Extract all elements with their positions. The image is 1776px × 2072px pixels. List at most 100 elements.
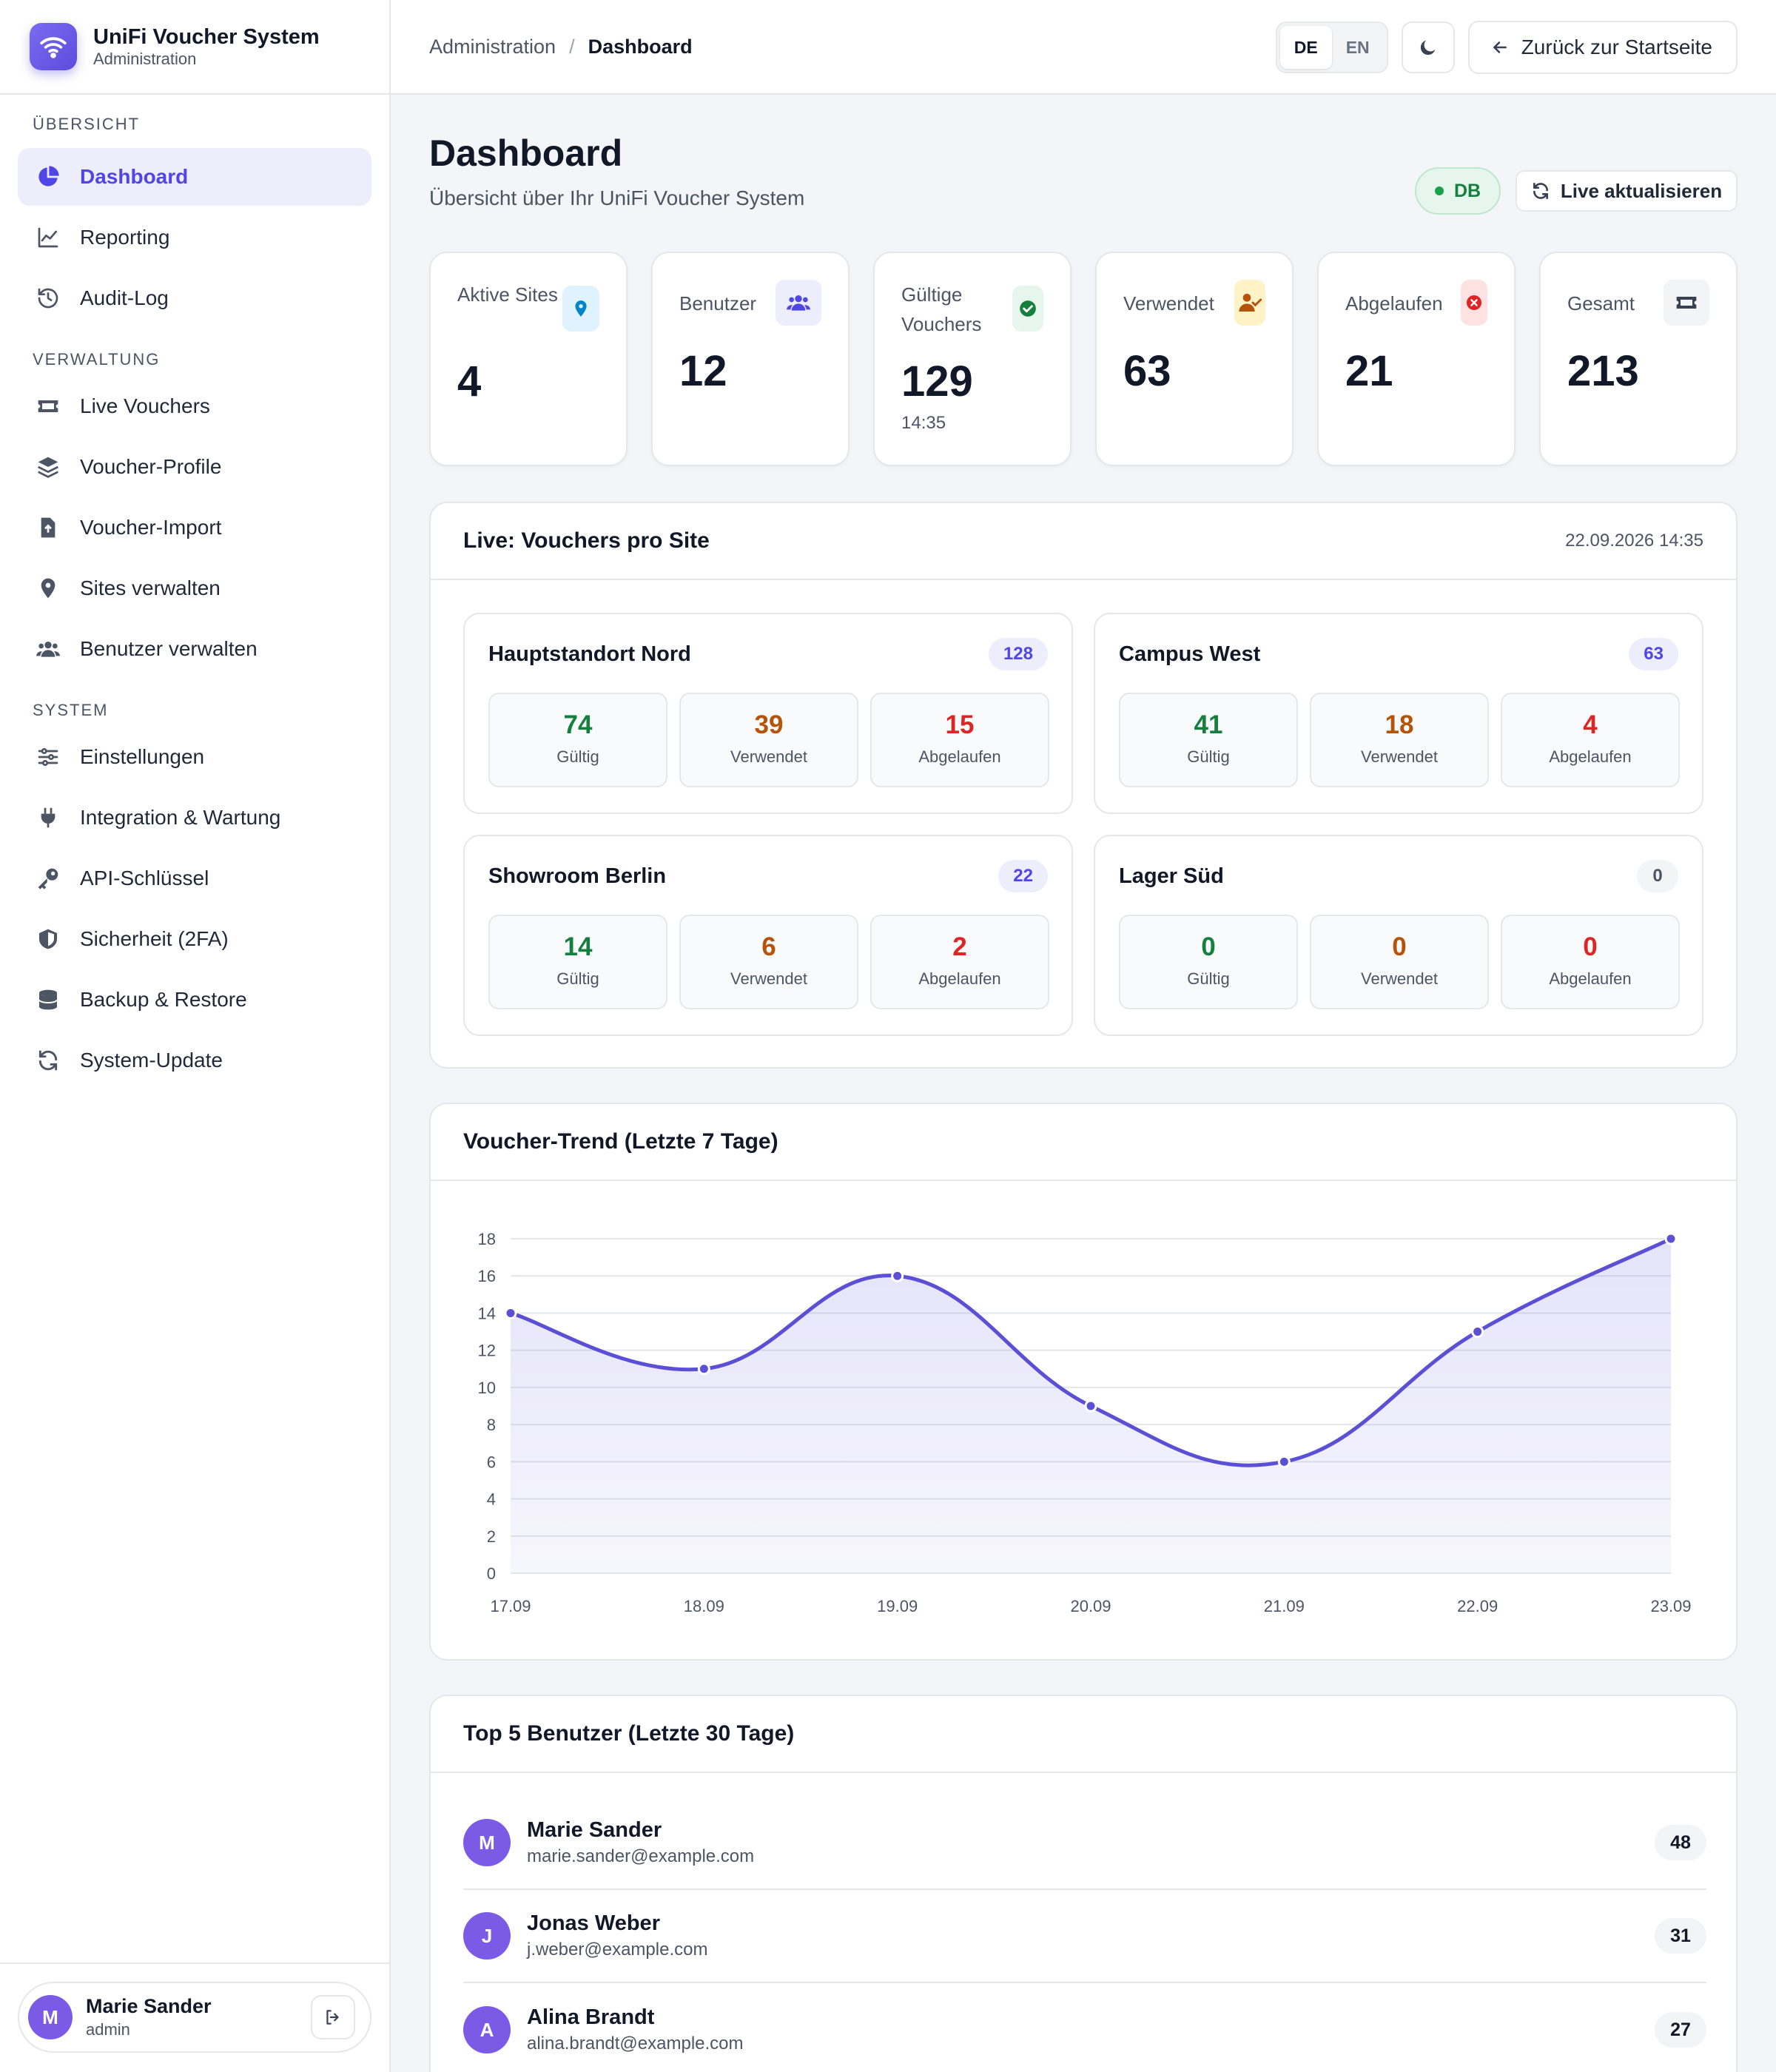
site-card-hauptstandort-nord[interactable]: Hauptstandort Nord 128 74 Gültig 39 Verwen… [463, 613, 1073, 814]
breadcrumb: Administration / Dashboard [429, 36, 693, 58]
check-circle-icon [1012, 286, 1043, 332]
site-stat-used: 18 Verwendet [1310, 693, 1489, 787]
map-pin-icon [562, 286, 599, 332]
sidebar-item-api-keys[interactable]: API-Schlüssel [18, 850, 371, 907]
plug-icon [36, 805, 61, 830]
site-total-badge: 63 [1629, 638, 1678, 670]
sidebar-item-dashboard[interactable]: Dashboard [18, 148, 371, 206]
site-stat-valid: 41 Gültig [1119, 693, 1298, 787]
avatar: M [28, 1995, 73, 2039]
site-card-campus-west[interactable]: Campus West 63 41 Gültig 18 Verwendet 4 Abg… [1094, 613, 1703, 814]
site-card-showroom-berlin[interactable]: Showroom Berlin 22 14 Gültig 6 Verwendet 2… [463, 835, 1073, 1036]
site-stat-value: 4 [1583, 710, 1598, 739]
language-de-button[interactable]: DE [1279, 26, 1332, 69]
list-item[interactable]: J Jonas Weber j.weber@example.com 31 [463, 1890, 1706, 1983]
stat-value: 12 [679, 347, 727, 395]
app-subtitle: Administration [93, 50, 197, 68]
db-status-label: DB [1453, 180, 1481, 201]
sidebar-item-reporting[interactable]: Reporting [18, 209, 371, 266]
user-voucher-count: 27 [1655, 2012, 1706, 2048]
sidebar-item-label: API-Schlüssel [80, 867, 209, 889]
shield-icon [36, 926, 61, 952]
breadcrumb-current: Dashboard [588, 35, 693, 58]
sidebar-item-live-vouchers[interactable]: Live Vouchers [18, 377, 371, 435]
sidebar-footer-divider [0, 1962, 391, 1964]
list-item[interactable]: A Alina Brandt alina.brandt@example.com … [463, 1983, 1706, 2072]
sidebar-item-label: Voucher-Import [80, 516, 222, 539]
live-refresh-label: Live aktualisieren [1560, 179, 1723, 202]
sidebar-item-users[interactable]: Benutzer verwalten [18, 620, 371, 678]
card-title: Top 5 Benutzer (Letzte 30 Tage) [463, 1721, 795, 1746]
avatar: A [463, 2006, 511, 2054]
list-item[interactable]: M Marie Sander marie.sander@example.com … [463, 1797, 1706, 1890]
sidebar-item-integration[interactable]: Integration & Wartung [18, 789, 371, 847]
sidebar-item-label: Reporting [80, 226, 170, 249]
live-refresh-button[interactable]: Live aktualisieren [1516, 170, 1738, 212]
sidebar-item-audit-log[interactable]: Audit-Log [18, 269, 371, 327]
site-stat-value: 74 [563, 710, 593, 739]
sidebar-item-label: Integration & Wartung [80, 806, 281, 829]
user-name: Jonas Weber [527, 1911, 660, 1935]
site-stat-valid: 74 Gültig [488, 693, 667, 787]
sidebar-item-system-update[interactable]: System-Update [18, 1032, 371, 1089]
sidebar-item-sites[interactable]: Sites verwalten [18, 559, 371, 617]
sidebar-item-settings[interactable]: Einstellungen [18, 728, 371, 786]
stat-value: 21 [1345, 347, 1393, 395]
refresh-icon [36, 1048, 61, 1073]
sidebar-item-label: Voucher-Profile [80, 455, 222, 478]
site-stat-label: Gültig [1187, 747, 1230, 766]
site-stat-label: Abgelaufen [1549, 969, 1632, 988]
y-tick-label: 16 [478, 1267, 496, 1285]
language-en-button[interactable]: EN [1345, 37, 1370, 57]
sidebar-item-voucher-profile[interactable]: Voucher-Profile [18, 438, 371, 496]
logout-button[interactable] [311, 1995, 355, 2039]
site-stat-value: 0 [1392, 932, 1407, 961]
stat-card-expired: Abgelaufen 21 [1317, 252, 1516, 466]
site-stat-value: 0 [1201, 932, 1216, 961]
sidebar-item-voucher-import[interactable]: Voucher-Import [18, 499, 371, 556]
theme-toggle-button[interactable] [1401, 21, 1455, 73]
stat-value: 63 [1123, 347, 1171, 395]
top-users-card: Top 5 Benutzer (Letzte 30 Tage) M Marie … [429, 1695, 1738, 2072]
sidebar-item-label: Sicherheit (2FA) [80, 927, 229, 950]
trend-point [697, 1362, 710, 1376]
y-tick-label: 18 [478, 1230, 496, 1248]
stat-card-valid-vouchers: Gültige Vouchers 129 14:35 [873, 252, 1072, 466]
status-dot-icon [1434, 186, 1444, 195]
x-tick-label: 22.09 [1457, 1597, 1498, 1615]
sidebar-item-label: Einstellungen [80, 745, 205, 768]
y-tick-label: 14 [478, 1304, 496, 1322]
current-user[interactable]: M Marie Sander admin [18, 1982, 371, 2053]
site-name: Campus West [1119, 642, 1261, 666]
x-tick-label: 20.09 [1070, 1597, 1111, 1615]
current-user-name: Marie Sander [86, 1995, 212, 2017]
y-tick-label: 8 [487, 1416, 496, 1434]
user-voucher-count: 31 [1655, 1918, 1706, 1954]
sidebar-item-label: Sites verwalten [80, 576, 221, 599]
site-stat-value: 2 [952, 932, 967, 961]
refresh-icon [1533, 182, 1548, 200]
site-stat-valid: 0 Gültig [1119, 915, 1298, 1009]
y-tick-label: 12 [478, 1342, 496, 1360]
trend-point [1664, 1232, 1678, 1245]
site-name: Lager Süd [1119, 864, 1224, 888]
sidebar-item-security[interactable]: Sicherheit (2FA) [18, 910, 371, 968]
stat-card-total: Gesamt 213 [1539, 252, 1738, 466]
sidebar-item-label: Dashboard [80, 165, 189, 188]
stat-label: Gesamt [1567, 292, 1635, 314]
y-tick-label: 10 [478, 1379, 496, 1397]
ticket-icon [36, 394, 61, 419]
sidebar-item-label: Live Vouchers [80, 394, 210, 417]
users-icon [776, 280, 821, 326]
sidebar-item-label: System-Update [80, 1049, 223, 1072]
stat-value: 4 [457, 357, 482, 406]
y-tick-label: 0 [487, 1564, 496, 1583]
trend-chart: 0 2 4 6 8 10 12 14 16 18 17.09 18.09 19.09 20.09 21.09… [431, 1181, 1736, 1663]
back-to-home-button[interactable]: Zurück zur Startseite [1467, 21, 1738, 74]
sidebar-item-backup[interactable]: Backup & Restore [18, 971, 371, 1029]
site-card-lager-sued[interactable]: Lager Süd 0 0 Gültig 0 Verwendet 0 Abgelauf… [1094, 835, 1703, 1036]
brand[interactable]: UniFi Voucher System Administration [0, 0, 389, 95]
breadcrumb-item[interactable]: Administration [429, 35, 556, 58]
site-stat-label: Verwendet [730, 747, 807, 766]
site-stat-value: 41 [1194, 710, 1223, 739]
